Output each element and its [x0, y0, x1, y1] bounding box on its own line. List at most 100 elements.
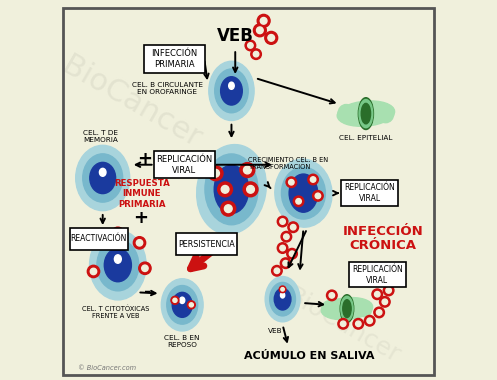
Ellipse shape	[180, 297, 185, 304]
Ellipse shape	[221, 77, 243, 105]
Circle shape	[248, 43, 253, 48]
Ellipse shape	[265, 277, 300, 322]
Ellipse shape	[172, 292, 192, 317]
Circle shape	[290, 225, 296, 230]
Circle shape	[221, 201, 236, 216]
Circle shape	[189, 303, 193, 307]
Ellipse shape	[289, 174, 318, 212]
Ellipse shape	[270, 282, 295, 316]
Circle shape	[327, 290, 337, 301]
Ellipse shape	[340, 295, 354, 323]
FancyBboxPatch shape	[144, 45, 205, 73]
Circle shape	[372, 289, 383, 299]
Text: REACTIVACIÓN: REACTIVACIÓN	[71, 234, 127, 243]
Circle shape	[375, 291, 380, 297]
Circle shape	[187, 301, 195, 309]
Circle shape	[315, 193, 321, 199]
Circle shape	[260, 17, 267, 24]
FancyBboxPatch shape	[176, 233, 238, 255]
Circle shape	[265, 32, 278, 44]
Circle shape	[244, 166, 251, 174]
Text: REPLICACIÓN
VIRAL: REPLICACIÓN VIRAL	[156, 155, 212, 175]
Ellipse shape	[197, 144, 266, 234]
Text: BioCancer: BioCancer	[57, 51, 206, 154]
Circle shape	[243, 182, 258, 197]
Text: VEB: VEB	[217, 27, 253, 45]
Circle shape	[251, 49, 261, 59]
Ellipse shape	[83, 154, 123, 202]
Circle shape	[289, 179, 294, 185]
Circle shape	[386, 288, 391, 293]
Text: PERSISTENCIA: PERSISTENCIA	[178, 240, 235, 249]
Text: -: -	[145, 283, 152, 301]
Circle shape	[367, 318, 372, 323]
Ellipse shape	[280, 293, 285, 298]
Circle shape	[247, 185, 254, 193]
Circle shape	[90, 268, 97, 275]
Circle shape	[253, 24, 266, 37]
Circle shape	[208, 166, 223, 180]
Circle shape	[353, 318, 364, 329]
Circle shape	[87, 265, 99, 278]
Circle shape	[280, 258, 291, 269]
Circle shape	[284, 234, 289, 239]
Text: © BioCancer.com: © BioCancer.com	[78, 365, 136, 371]
Circle shape	[310, 177, 316, 182]
FancyBboxPatch shape	[154, 151, 215, 178]
Circle shape	[90, 237, 102, 249]
Circle shape	[286, 177, 297, 187]
Circle shape	[136, 240, 143, 246]
Circle shape	[256, 27, 263, 34]
Text: INFECCIÓN
CRÓNICA: INFECCIÓN CRÓNICA	[342, 225, 423, 252]
Circle shape	[212, 169, 219, 177]
Circle shape	[93, 240, 99, 246]
Text: CEL. T DE
MEMORIA: CEL. T DE MEMORIA	[83, 130, 118, 143]
Text: INFECCIÓN
PRIMARIA: INFECCIÓN PRIMARIA	[152, 49, 198, 69]
Text: ACÚMULO EN SALIVA: ACÚMULO EN SALIVA	[244, 351, 374, 361]
Ellipse shape	[361, 103, 371, 124]
Circle shape	[240, 163, 255, 177]
Ellipse shape	[357, 301, 372, 317]
Ellipse shape	[337, 101, 395, 126]
Ellipse shape	[338, 105, 354, 123]
Ellipse shape	[322, 301, 336, 317]
Ellipse shape	[321, 298, 373, 320]
Ellipse shape	[76, 145, 130, 211]
Circle shape	[173, 298, 177, 302]
Ellipse shape	[341, 296, 353, 321]
Circle shape	[257, 14, 270, 27]
Circle shape	[289, 251, 295, 256]
FancyBboxPatch shape	[70, 228, 128, 250]
Text: REPLICACIÓN
VIRAL: REPLICACIÓN VIRAL	[344, 183, 395, 203]
Ellipse shape	[358, 98, 373, 130]
Circle shape	[280, 219, 285, 224]
Circle shape	[338, 318, 348, 329]
Ellipse shape	[229, 82, 234, 89]
Circle shape	[221, 185, 229, 193]
Text: +: +	[133, 209, 148, 227]
Circle shape	[283, 260, 288, 266]
Circle shape	[225, 205, 232, 212]
Circle shape	[245, 40, 255, 51]
Circle shape	[139, 262, 151, 274]
Text: +: +	[137, 150, 152, 168]
FancyBboxPatch shape	[341, 180, 398, 206]
Circle shape	[287, 249, 297, 259]
Circle shape	[293, 196, 304, 207]
Circle shape	[308, 174, 319, 185]
Circle shape	[313, 191, 323, 201]
Ellipse shape	[90, 162, 116, 193]
Ellipse shape	[215, 69, 248, 113]
Circle shape	[281, 288, 284, 291]
Circle shape	[383, 285, 394, 296]
Ellipse shape	[167, 285, 198, 324]
Circle shape	[329, 293, 334, 298]
Circle shape	[364, 315, 375, 326]
Ellipse shape	[274, 288, 291, 310]
Circle shape	[281, 231, 292, 242]
FancyBboxPatch shape	[349, 262, 406, 287]
Circle shape	[279, 286, 286, 293]
Circle shape	[296, 199, 301, 204]
Text: REPLICACIÓN
VIRAL: REPLICACIÓN VIRAL	[352, 264, 403, 285]
Ellipse shape	[275, 159, 332, 227]
